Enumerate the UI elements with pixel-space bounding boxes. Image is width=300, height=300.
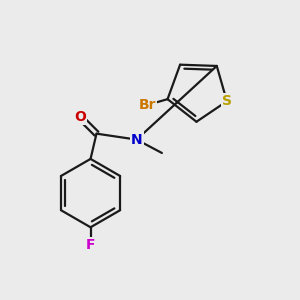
Text: S: S [222,94,232,108]
Text: F: F [86,238,95,252]
Text: O: O [74,110,86,124]
Text: N: N [131,133,142,147]
Text: Br: Br [139,98,156,112]
